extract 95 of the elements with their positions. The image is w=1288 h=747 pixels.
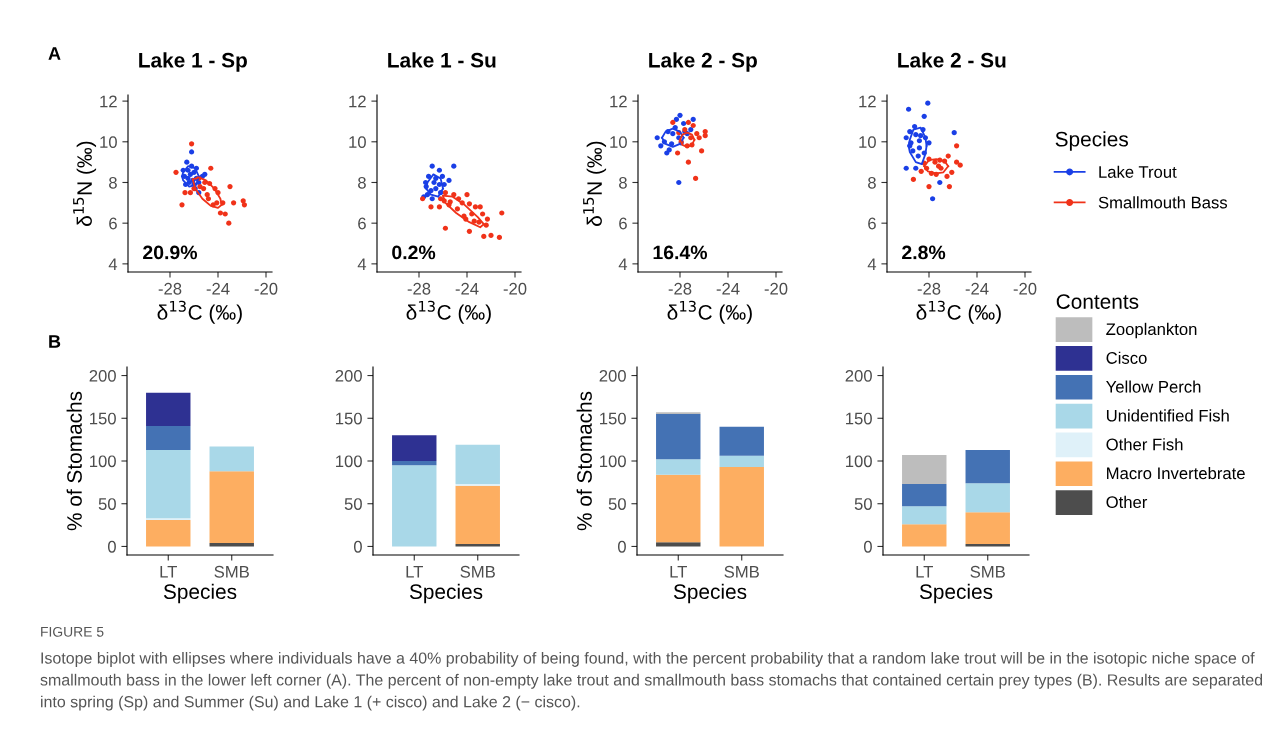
y-tick-label: 4	[618, 258, 628, 270]
y-tick-label: 8	[109, 176, 117, 189]
y-axis-title: % of Stomachs	[66, 391, 82, 531]
y-tick-label: 150	[846, 412, 872, 425]
x-tick-label: -24	[206, 282, 230, 295]
y-tick-label: 50	[344, 498, 362, 510]
y-axis-title: % of Stomachs	[576, 391, 592, 531]
legend-title: Species	[1055, 131, 1129, 151]
chart-title: Lake 2 - Su	[898, 52, 1006, 68]
y-tick-label: 10	[859, 136, 876, 148]
y-axis-title: δ$^{15}$N (‰)	[583, 141, 607, 226]
x-axis-title: Species	[673, 583, 747, 604]
y-tick-label: 100	[600, 455, 626, 468]
y-tick-label: 50	[98, 498, 116, 510]
y-tick-label: 8	[619, 176, 627, 189]
x-tick-label: -28	[158, 282, 182, 295]
legend-label: Macro Invertebrate	[1107, 466, 1245, 480]
y-tick-label: 150	[600, 412, 626, 425]
y-tick-label: 6	[358, 217, 366, 230]
x-axis-title: Species	[919, 583, 993, 604]
x-axis-title: δ$^{13}$C (‰)	[406, 300, 491, 324]
legend-label: Unidentified Fish	[1106, 409, 1229, 422]
y-tick-label: 0	[107, 540, 116, 553]
x-tick-label: LT	[160, 566, 177, 578]
x-axis-title: δ$^{13}$C (‰)	[157, 300, 242, 324]
x-tick-label: -24	[455, 282, 479, 295]
y-tick-label: 150	[336, 412, 362, 425]
x-tick-label: SMB	[460, 565, 495, 578]
y-tick-label: 0	[353, 540, 362, 553]
x-tick-label: LT	[670, 566, 687, 578]
y-tick-label: 12	[100, 95, 117, 108]
y-tick-label: 0	[617, 540, 626, 553]
x-tick-label: -20	[1013, 282, 1037, 295]
legend-label: Yellow Perch	[1106, 380, 1201, 393]
y-tick-label: 8	[358, 176, 366, 189]
y-tick-label: 100	[90, 455, 116, 468]
x-tick-label: LT	[916, 566, 933, 578]
y-tick-label: 6	[109, 217, 117, 230]
chart-title: Lake 2 - Sp	[649, 52, 757, 72]
x-tick-label: SMB	[214, 565, 249, 578]
legend-label: Cisco	[1106, 351, 1147, 364]
caption: FIGURE 5	[41, 626, 104, 637]
x-axis-title: δ$^{13}$C (‰)	[916, 300, 1001, 324]
y-tick-label: 200	[845, 369, 872, 382]
chart-title: Lake 1 - Sp	[139, 52, 247, 72]
annotation: 0.2%	[392, 245, 436, 260]
y-tick-label: 10	[100, 136, 117, 148]
y-tick-label: 8	[868, 176, 876, 189]
y-tick-label: 12	[610, 95, 627, 108]
annotation: 20.9%	[143, 245, 198, 260]
y-tick-label: 50	[608, 498, 626, 510]
legend-title: Contents	[1056, 294, 1139, 309]
y-tick-label: 6	[619, 217, 627, 230]
y-tick-label: 200	[335, 369, 362, 382]
x-tick-label: -28	[407, 282, 431, 295]
y-tick-label: 200	[89, 369, 116, 382]
legend-label: Other Fish	[1106, 438, 1183, 451]
x-tick-label: -24	[965, 282, 989, 295]
x-axis-title: δ$^{13}$C (‰)	[667, 300, 752, 324]
x-tick-label: -28	[668, 282, 692, 295]
x-tick-label: -20	[503, 282, 527, 295]
x-tick-label: SMB	[724, 565, 759, 578]
chart-title: Lake 1 - Su	[388, 52, 496, 68]
y-tick-label: 200	[599, 369, 626, 382]
y-tick-label: 6	[868, 217, 876, 230]
x-tick-label: LT	[406, 566, 423, 578]
y-tick-label: 10	[349, 136, 366, 148]
x-tick-label: -20	[254, 282, 278, 295]
x-tick-label: -28	[917, 282, 941, 295]
x-axis-title: Species	[163, 583, 237, 604]
y-tick-label: 150	[90, 412, 116, 425]
text: B	[49, 335, 61, 348]
legend-label: Lake Trout	[1099, 165, 1177, 178]
annotation: 2.8%	[902, 245, 946, 260]
y-tick-label: 12	[349, 95, 366, 108]
y-tick-label: 4	[357, 258, 367, 270]
y-tick-label: 100	[336, 455, 362, 468]
legend-label: Other	[1106, 495, 1148, 509]
text: A	[48, 47, 61, 60]
x-tick-label: -20	[764, 282, 788, 295]
y-tick-label: 10	[610, 136, 627, 148]
legend-label: Smallmouth Bass	[1098, 196, 1228, 209]
x-axis-title: Species	[409, 583, 483, 604]
annotation: 16.4%	[653, 245, 708, 260]
text: Isotope biplot with ellipses where individuals have a 40% probability of being found, with the percent probability that a random lake trout will be in the isotopic niche space of smallmouth bass in the lower left corner (A). The percent of non-empty lake trout and smallmouth bass stomachs that contained certain prey types (B). Results are separated into spring (Sp) and Summer (Su) and Lake 1 (+ cisco) and Lake 2 (− cisco).	[40, 652, 1263, 711]
y-tick-label: 12	[859, 95, 876, 108]
y-tick-label: 100	[846, 455, 872, 468]
x-tick-label: SMB	[970, 565, 1005, 578]
y-tick-label: 0	[863, 540, 872, 553]
y-tick-label: 4	[867, 258, 877, 270]
y-tick-label: 50	[854, 498, 872, 510]
y-axis-title: δ$^{15}$N (‰)	[73, 141, 97, 226]
legend-label: Zooplankton	[1106, 322, 1197, 339]
x-tick-label: -24	[716, 282, 740, 295]
y-tick-label: 4	[108, 258, 118, 270]
